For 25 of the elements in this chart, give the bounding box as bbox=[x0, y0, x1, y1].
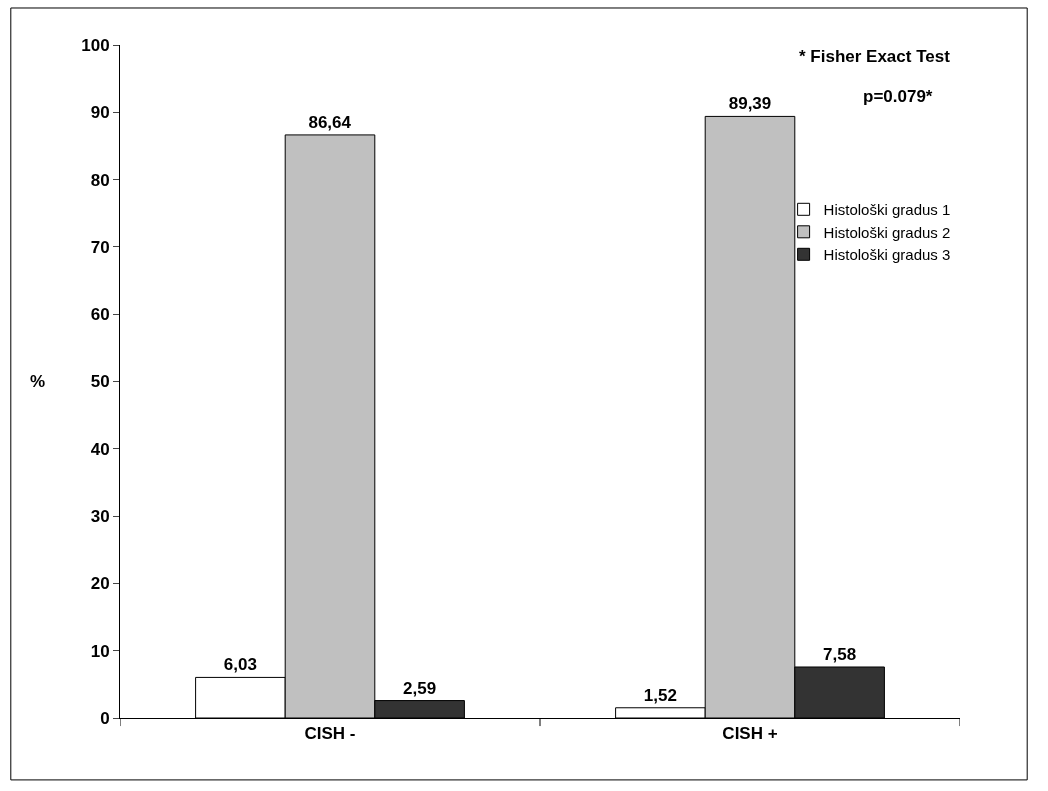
data-label: 7,58 bbox=[823, 644, 857, 664]
y-tick-label: 70 bbox=[90, 237, 110, 257]
y-tick-label: 60 bbox=[90, 305, 110, 325]
y-tick-label: 50 bbox=[90, 372, 110, 392]
legend-label: Histološki gradus 1 bbox=[823, 201, 951, 219]
data-label: 86,64 bbox=[308, 112, 352, 132]
data-label: 2,59 bbox=[403, 678, 437, 698]
y-tick-label: 90 bbox=[90, 103, 110, 123]
data-label: 6,03 bbox=[223, 655, 257, 675]
annotation: * Fisher Exact Test bbox=[799, 47, 951, 66]
y-tick-label: 80 bbox=[90, 170, 110, 190]
y-tick-label: 10 bbox=[90, 641, 110, 661]
y-tick-label: 20 bbox=[90, 574, 110, 594]
y-tick-label: 30 bbox=[90, 507, 110, 527]
y-tick-label: 0 bbox=[100, 708, 110, 728]
data-label: 1,52 bbox=[643, 685, 677, 705]
annotation: p=0.079* bbox=[863, 87, 933, 106]
x-tick-label: CISH + bbox=[722, 724, 778, 744]
legend-label: Histološki gradus 2 bbox=[823, 223, 951, 241]
legend-label: Histološki gradus 3 bbox=[823, 246, 951, 264]
y-tick-label: 100 bbox=[81, 35, 110, 55]
x-tick-label: CISH - bbox=[304, 724, 356, 744]
y-axis-title: % bbox=[30, 372, 46, 391]
y-tick-label: 40 bbox=[90, 439, 110, 459]
data-label: 89,39 bbox=[728, 94, 772, 114]
